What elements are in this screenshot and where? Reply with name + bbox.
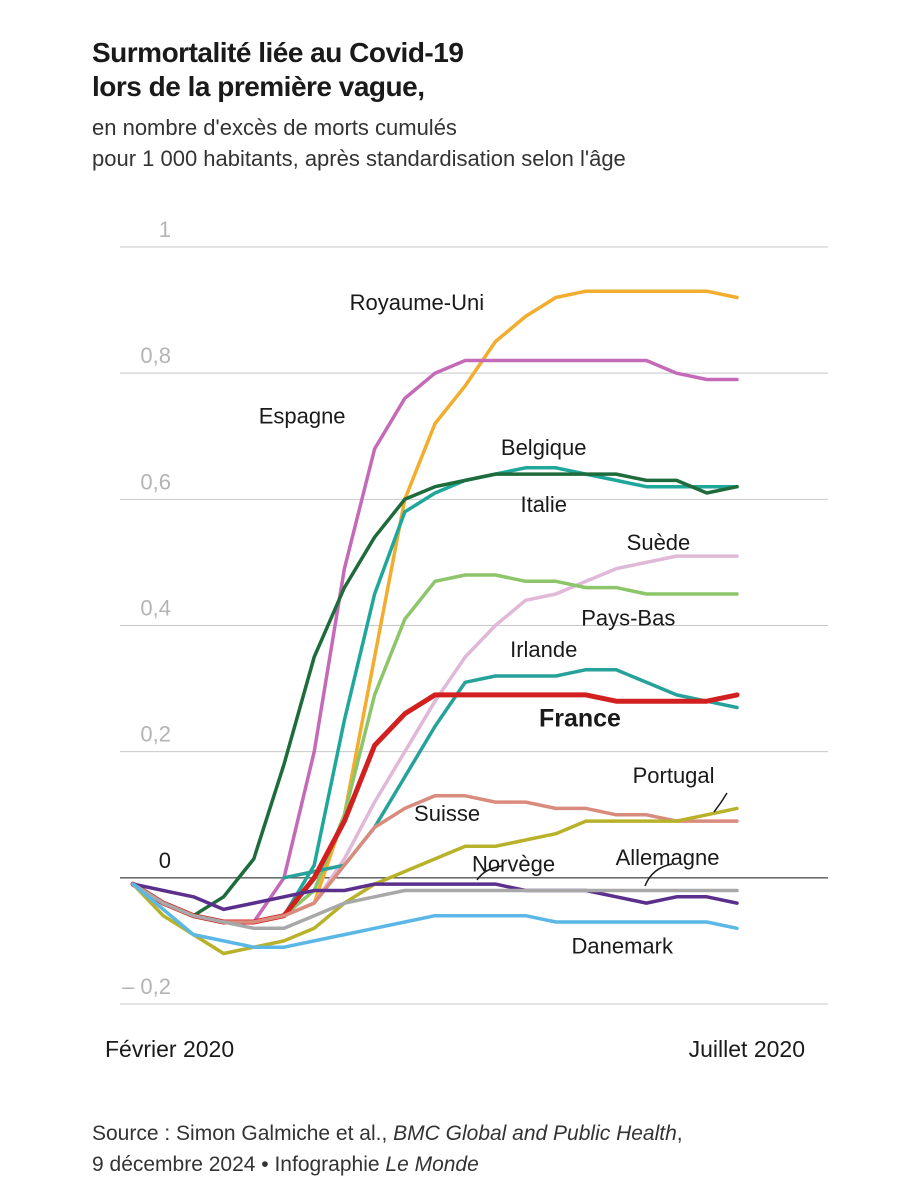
series-label-belgique: Belgique	[501, 435, 587, 460]
source-publisher: Le Monde	[385, 1153, 479, 1176]
x-tick-label-0: Février 2020	[105, 1036, 234, 1062]
series-line-danemark	[131, 882, 739, 949]
series-label-espagne: Espagne	[259, 404, 346, 429]
title-line-1: Surmortalité liée au Covid-19	[92, 37, 464, 68]
source-line2-prefix: 9 décembre 2024 • Infographie	[92, 1153, 386, 1176]
series-lines	[130, 289, 740, 956]
series-line-portugal	[131, 806, 739, 956]
norvege-callout-arrow	[476, 865, 504, 881]
subtitle-line-2: pour 1 000 habitants, après standardisat…	[92, 146, 626, 171]
y-tick-label-5: 0	[159, 848, 171, 873]
x-tick-label-1: Juillet 2020	[689, 1036, 805, 1062]
y-tick-label-4: 0,2	[140, 722, 171, 747]
series-label-irlande: Irlande	[510, 637, 577, 662]
series-line-suisse	[131, 794, 739, 924]
series-label-suede: Suède	[627, 530, 691, 555]
chart-subtitle: en nombre d'excès de morts cumulés pour …	[92, 112, 626, 174]
title-line-2: lors de la première vague,	[92, 71, 425, 102]
y-tick-label-6: – 0,2	[122, 974, 171, 999]
subtitle-line-1: en nombre d'excès de morts cumulés	[92, 115, 457, 140]
series-line-allemagne	[131, 882, 739, 931]
series-label-pays-bas: Pays-Bas	[581, 606, 675, 631]
series-label-norvege: Norvège	[472, 852, 555, 877]
series-labels: Royaume-Uni Espagne Belgique Italie Suède Pay…	[259, 290, 720, 958]
allemagne-callout-arrow	[644, 863, 673, 887]
series-label-allemagne: Allemagne	[616, 845, 720, 870]
y-tick-label-2: 0,6	[140, 469, 171, 494]
source-sep: ,	[676, 1122, 683, 1145]
series-line-italie	[131, 472, 739, 918]
line-chart: 1 0,8 0,6 0,4 0,2 0 – 0,2 Février 2020 Juillet 2…	[105, 217, 828, 1062]
grid: 1 0,8 0,6 0,4 0,2 0 – 0,2 Février 2020 Juillet 2…	[105, 217, 828, 1062]
series-label-portugal: Portugal	[633, 763, 715, 788]
portugal-callout-arrow	[713, 792, 728, 813]
series-label-royaume-uni: Royaume-Uni	[350, 290, 485, 315]
series-line-norvege	[131, 882, 739, 912]
series-label-italie: Italie	[520, 492, 566, 517]
series-label-danemark: Danemark	[571, 934, 673, 959]
source-journal: BMC Global and Public Health	[393, 1122, 677, 1145]
series-line-espagne	[131, 358, 739, 924]
chart-title: Surmortalité liée au Covid-19 lors de la…	[92, 36, 464, 104]
y-tick-label-0: 1	[159, 217, 171, 242]
source-note: Source : Simon Galmiche et al., BMC Glob…	[92, 1118, 683, 1180]
series-label-france: France	[539, 704, 621, 732]
source-prefix: Source : Simon Galmiche et al.,	[92, 1122, 394, 1145]
series-label-suisse: Suisse	[414, 801, 480, 826]
y-tick-label-3: 0,4	[140, 596, 171, 621]
label-callouts	[476, 792, 728, 887]
y-tick-label-1: 0,8	[140, 343, 171, 368]
